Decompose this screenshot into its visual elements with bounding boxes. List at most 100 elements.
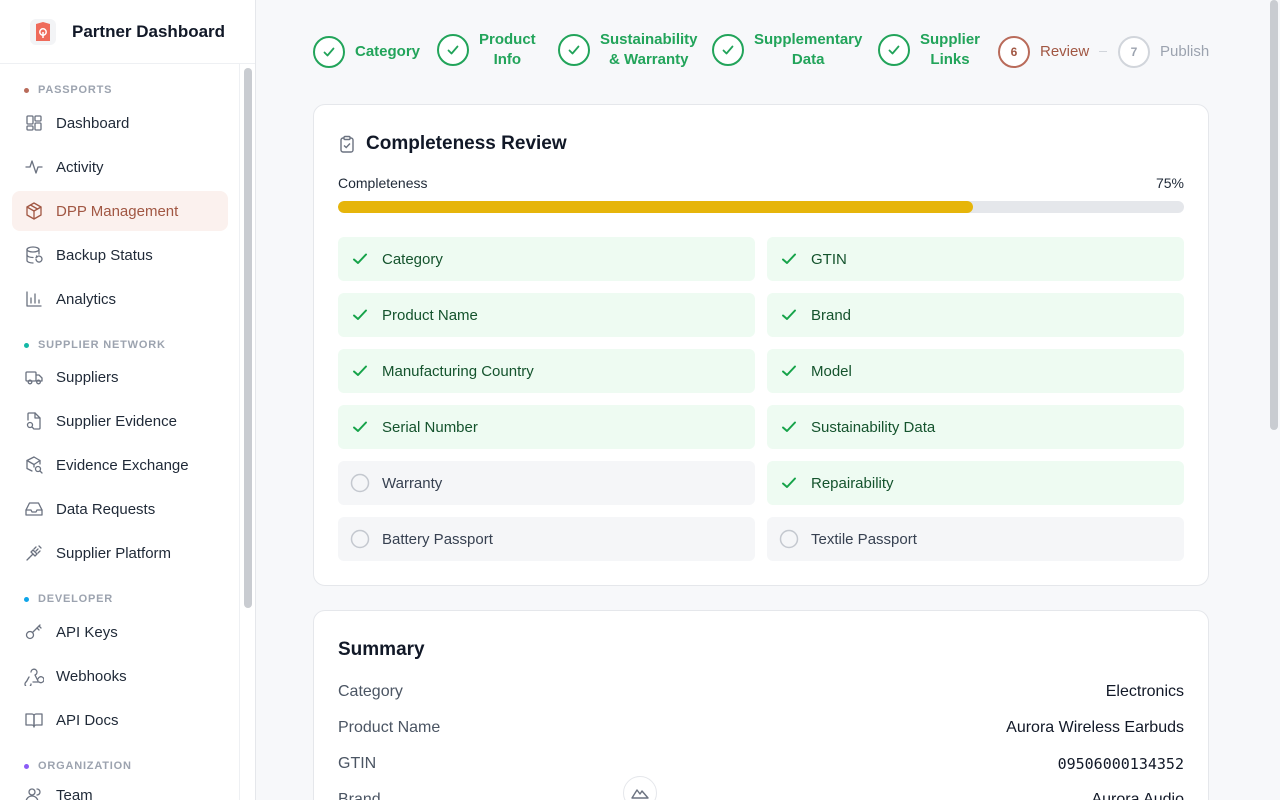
completeness-card: Completeness Review Completeness 75% Cat… (313, 104, 1209, 586)
sidebar-scrollbar[interactable] (244, 68, 252, 608)
sidebar-item-dpp-management[interactable]: DPP Management (12, 191, 228, 231)
step-4[interactable]: Supplementary Data (712, 30, 862, 70)
section-dot (24, 87, 29, 93)
sidebar-section-label: ORGANIZATION (38, 760, 132, 772)
checklist-item-gtin: GTIN (767, 237, 1184, 281)
wizard-stepper: Category Product Info Sustainability & Warra… (313, 30, 1220, 74)
summary-card: Summary Category Electronics Product Name A… (313, 610, 1209, 800)
bar-chart-icon (26, 291, 42, 307)
sidebar-section-label: DEVELOPER (38, 593, 114, 605)
checklist-item-model: Model (767, 349, 1184, 393)
step-2[interactable]: Product Info (437, 30, 536, 70)
sidebar-item-label: Data Requests (56, 500, 156, 518)
step-label: Publish (1160, 43, 1210, 60)
sidebar-item-supplier-evidence[interactable]: Supplier Evidence (12, 401, 228, 441)
step-indicator (558, 34, 590, 66)
checklist-item-label: Battery Passport (382, 530, 493, 548)
sidebar-nav: PASSPORTS Dashboard Activity DPP Management… (0, 64, 240, 800)
check-icon (323, 47, 335, 57)
step-6[interactable]: 6 Review (998, 36, 1089, 68)
checklist-item-product-name: Product Name (338, 293, 755, 337)
checklist-item-label: Product Name (382, 306, 478, 324)
check-icon (782, 477, 796, 488)
grid-icon (26, 115, 42, 131)
step-label: Review (1040, 43, 1090, 60)
check-icon (353, 253, 367, 264)
sidebar-item-label: API Docs (56, 711, 119, 729)
sidebar-item-label: DPP Management (56, 202, 179, 220)
step-indicator (313, 36, 345, 68)
check-icon (722, 45, 734, 55)
nuxt-devtools-button[interactable] (623, 776, 657, 800)
database-icon (26, 246, 43, 264)
check-icon (353, 421, 367, 432)
summary-title: Summary (338, 639, 425, 660)
package-search-icon (26, 456, 43, 474)
sidebar-item-activity[interactable]: Activity (12, 147, 228, 187)
checklist-item-manufacturing-country: Manufacturing Country (338, 349, 755, 393)
step-number: 6 (1010, 45, 1018, 59)
sidebar-item-backup-status[interactable]: Backup Status (12, 235, 228, 275)
step-label: Supplementary Data (754, 31, 863, 68)
page-scrollbar[interactable] (1270, 0, 1278, 430)
sidebar-item-label: Supplier Platform (56, 544, 172, 562)
summary-value: Aurora Audio (1091, 791, 1184, 800)
sidebar-item-team[interactable]: Team (12, 775, 228, 800)
check-icon (888, 45, 900, 55)
step-label: Supplier Links (920, 31, 981, 68)
sidebar-item-label: Team (56, 786, 93, 800)
check-icon (353, 365, 367, 376)
sidebar-item-supplier-platform[interactable]: Supplier Platform (12, 533, 228, 573)
sidebar-section-organization: ORGANIZATION (0, 756, 132, 776)
step-indicator (437, 34, 469, 66)
step-label: Product Info (479, 31, 536, 68)
key-icon (25, 624, 42, 640)
step-3[interactable]: Sustainability & Warranty (558, 30, 698, 70)
completeness-label: Completeness (338, 175, 428, 191)
step-5[interactable]: Supplier Links (878, 30, 980, 70)
sidebar-item-label: Backup Status (56, 246, 153, 264)
step-7[interactable]: 7 Publish (1118, 36, 1209, 68)
section-dot (24, 342, 29, 348)
checklist-item-textile-passport: Textile Passport (767, 517, 1184, 561)
empty-circle-icon (350, 529, 370, 549)
file-search-icon (26, 412, 41, 430)
sidebar-item-label: API Keys (56, 623, 118, 641)
brand-header[interactable]: Partner Dashboard (0, 0, 255, 64)
sidebar-item-analytics[interactable]: Analytics (12, 279, 228, 319)
empty-circle-icon (779, 529, 799, 549)
check-icon (782, 421, 796, 432)
truck-icon (25, 371, 43, 385)
checklist-item-label: GTIN (811, 250, 847, 268)
summary-key: Brand (338, 791, 381, 800)
sidebar-item-data-requests[interactable]: Data Requests (12, 489, 228, 529)
completeness-title-text: Completeness Review (366, 133, 567, 154)
checklist-item-serial-number: Serial Number (338, 405, 755, 449)
checklist-item-label: Category (382, 250, 443, 268)
step-label: Sustainability & Warranty (600, 31, 698, 68)
box-icon (26, 202, 42, 220)
summary-row-category: Category Electronics (338, 680, 1184, 704)
sidebar-item-webhooks[interactable]: Webhooks (12, 656, 228, 696)
sidebar-item-evidence-exchange[interactable]: Evidence Exchange (12, 445, 228, 485)
checklist-item-label: Sustainability Data (811, 418, 936, 436)
summary-value: Electronics (1105, 683, 1184, 700)
step-label: Category (355, 43, 421, 60)
sidebar-item-api-docs[interactable]: API Docs (12, 700, 228, 740)
sidebar-item-api-keys[interactable]: API Keys (12, 612, 228, 652)
sidebar-section-developer: DEVELOPER (0, 589, 113, 609)
step-1[interactable]: Category (313, 36, 420, 68)
completeness-progress-fill (338, 201, 973, 213)
step-indicator (712, 34, 744, 66)
summary-row-gtin: GTIN 09506000134352 (338, 752, 1184, 776)
users-icon (25, 788, 41, 800)
section-dot (24, 763, 29, 769)
webhook-icon (24, 668, 44, 686)
sidebar-item-label: Evidence Exchange (56, 456, 189, 474)
sidebar-item-suppliers[interactable]: Suppliers (12, 357, 228, 397)
sidebar: Partner Dashboard PASSPORTS Dashboard Acti… (0, 0, 256, 800)
sidebar-item-label: Supplier Evidence (56, 412, 177, 430)
completeness-title: Completeness Review (338, 133, 567, 155)
summary-key: Product Name (338, 719, 441, 736)
sidebar-item-dashboard[interactable]: Dashboard (12, 103, 228, 143)
